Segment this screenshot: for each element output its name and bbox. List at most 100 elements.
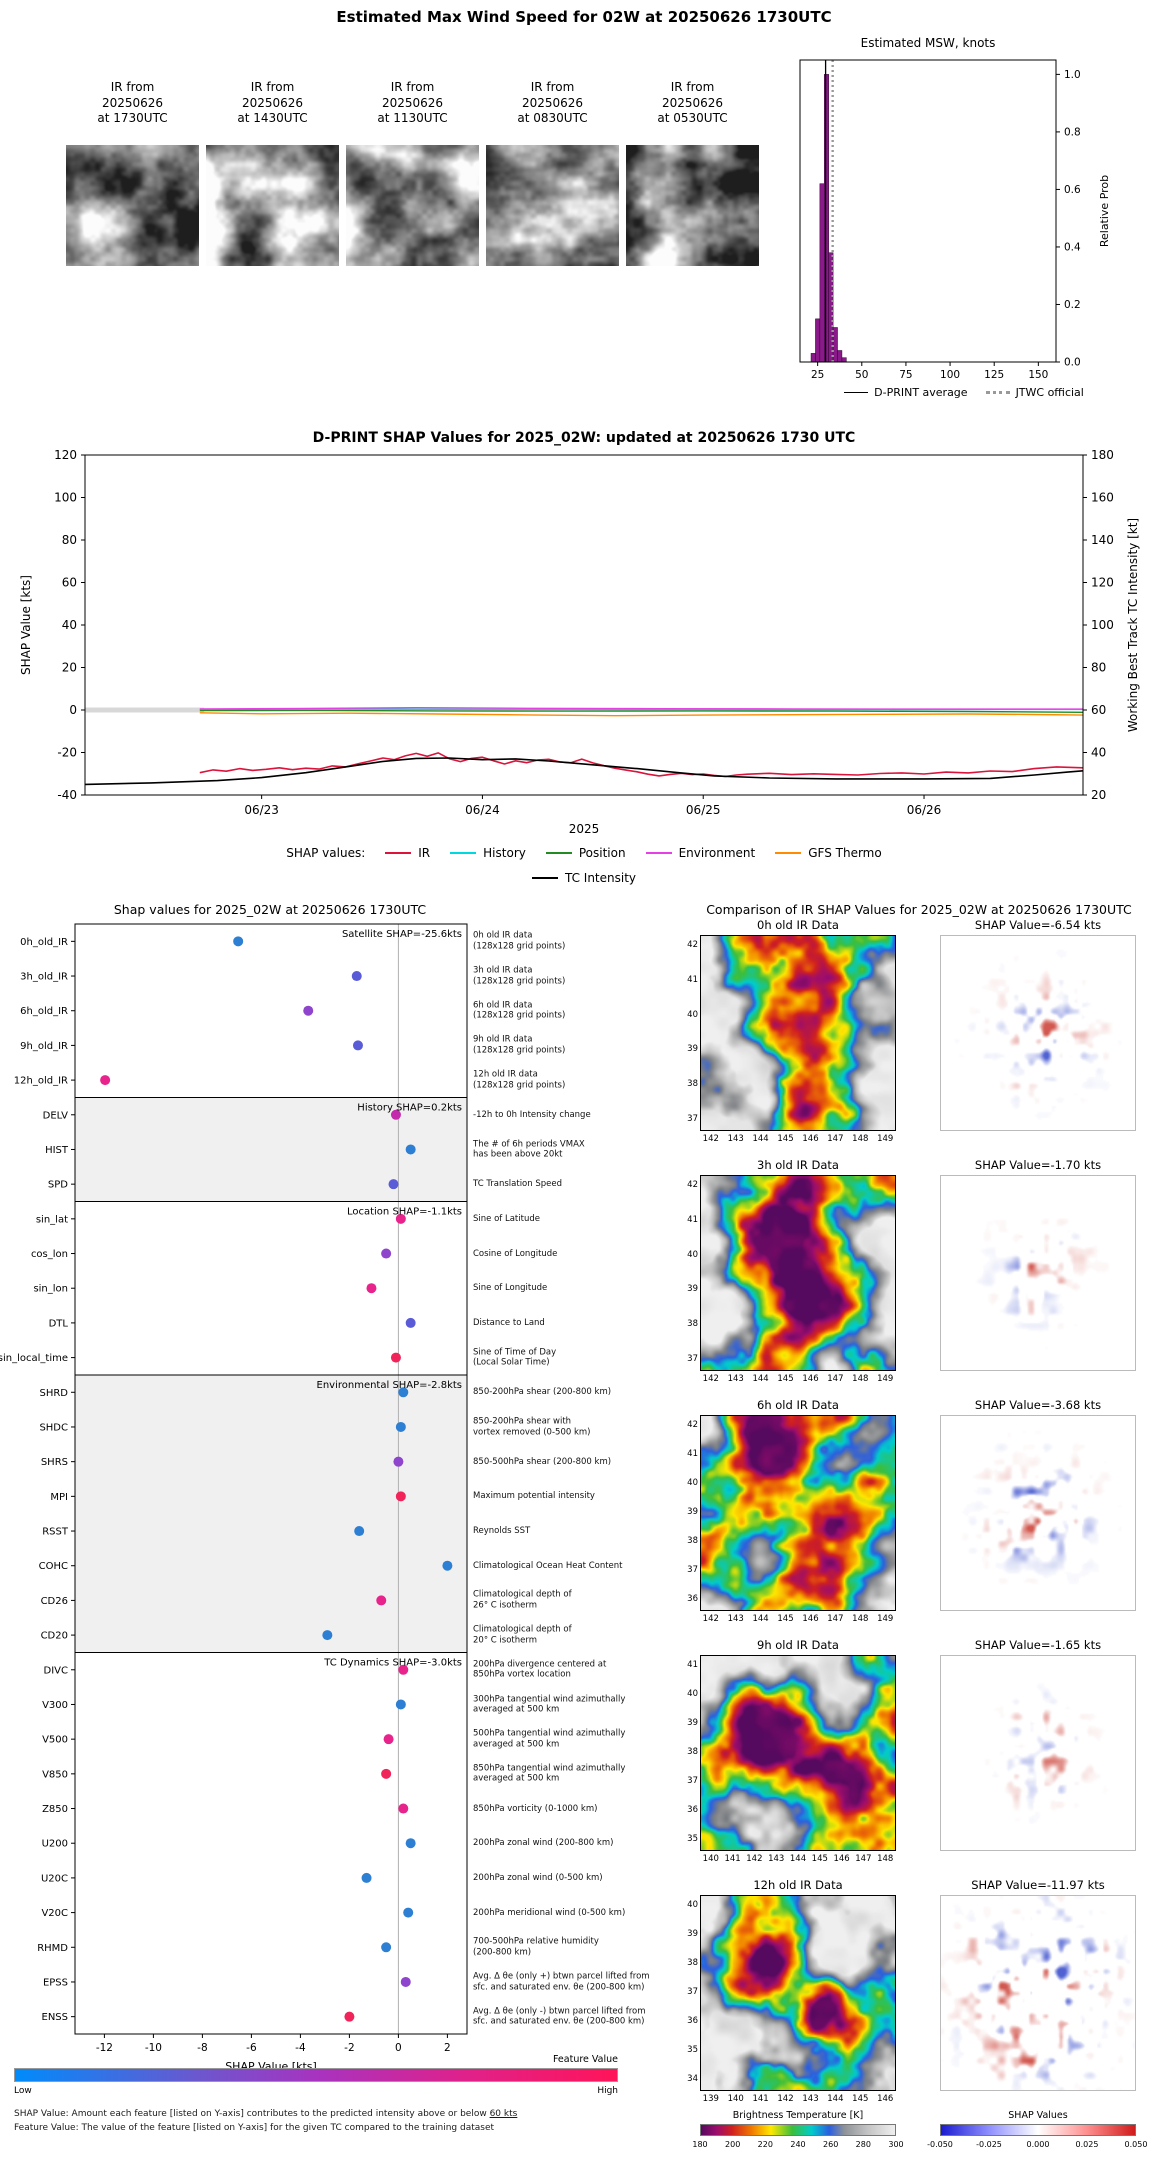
feature-name: Z850 bbox=[42, 1804, 68, 1815]
series-environment bbox=[199, 707, 1083, 710]
x-tick-label: 149 bbox=[877, 1374, 894, 1384]
timeseries-title: D-PRINT SHAP Values for 2025_02W: update… bbox=[312, 430, 856, 446]
ir-thumbnail-label: IR from 20250626 at 0830UTC bbox=[486, 80, 619, 127]
group-shading bbox=[75, 1097, 467, 1202]
x-tick-label: 142 bbox=[702, 1374, 719, 1384]
feature-name: DELV bbox=[43, 1110, 68, 1121]
dprint-line-swatch bbox=[844, 392, 869, 393]
legend-label: Position bbox=[578, 846, 626, 860]
feature-name: 6h_old_IR bbox=[20, 1006, 68, 1017]
x-tick-label: 147 bbox=[855, 1854, 872, 1864]
y-tick-label-right: 60 bbox=[1091, 703, 1106, 717]
y-tick-label: 0.8 bbox=[1064, 126, 1081, 138]
y-tick-label-right: 40 bbox=[1091, 746, 1106, 760]
y-tick-label-left: 120 bbox=[54, 448, 77, 462]
ir-thumbnail-label: IR from 20250626 at 1730UTC bbox=[66, 80, 199, 127]
ir-thumbnail-label-line: IR from bbox=[110, 80, 155, 94]
group-header: Satellite SHAP=-25.6kts bbox=[342, 929, 462, 940]
shap-dot bbox=[393, 1456, 404, 1467]
y-tick-label-left: 100 bbox=[54, 491, 77, 505]
x-tick-label: 143 bbox=[802, 2094, 819, 2104]
shap-colorbar bbox=[940, 2124, 1136, 2136]
ir-thumbnail-label-line: 20250626 bbox=[661, 95, 724, 110]
y-axis-label-right: Working Best Track TC Intensity [kt] bbox=[1126, 518, 1140, 732]
shap-value-map bbox=[940, 1655, 1136, 1851]
y-tick-label: 37 bbox=[687, 1354, 698, 1365]
y-tick-label-right: 80 bbox=[1091, 661, 1106, 675]
shap-dot bbox=[405, 1144, 416, 1155]
x-tick-label: 147 bbox=[827, 1134, 844, 1144]
x-tick-label: 75 bbox=[899, 369, 912, 381]
feature-name: V20C bbox=[41, 1908, 68, 1919]
history-line-swatch bbox=[450, 852, 477, 854]
shap-value-map bbox=[940, 1415, 1136, 1611]
x-tick-label: -4 bbox=[295, 2042, 306, 2054]
shap-dot bbox=[395, 1421, 406, 1432]
shap-map-title: SHAP Value=-11.97 kts bbox=[971, 1878, 1105, 1892]
y-tick-label-right: 140 bbox=[1091, 533, 1114, 547]
feature-name: 0h_old_IR bbox=[20, 937, 68, 948]
y-tick-label: 37 bbox=[687, 1114, 698, 1125]
x-tick-label: 142 bbox=[702, 1134, 719, 1144]
feature-name: RSST bbox=[42, 1527, 69, 1538]
legend-item: IR bbox=[385, 846, 430, 860]
x-tick-label: 149 bbox=[877, 1614, 894, 1624]
group-header: Environmental SHAP=-2.8kts bbox=[317, 1380, 463, 1391]
shap-dot bbox=[388, 1179, 399, 1190]
x-tick-label: 147 bbox=[827, 1374, 844, 1384]
x-tick-label: 143 bbox=[768, 1854, 785, 1864]
shap-dot bbox=[100, 1075, 111, 1086]
x-tick-label: 149 bbox=[877, 1134, 894, 1144]
shap-dot bbox=[395, 1699, 406, 1710]
ir-thumbnail: IR from 20250626 at 0830UTC bbox=[486, 80, 619, 266]
x-tick-label: 147 bbox=[827, 1614, 844, 1624]
y-tick-label: 0.4 bbox=[1064, 241, 1081, 253]
x-tick-label: -10 bbox=[145, 2042, 162, 2054]
msw-histogram: 25 50 75 100 125 150 0.0 0.2 0.4 0.6 0.8 1.0 Relativ… bbox=[799, 59, 1111, 381]
ir-satellite-image bbox=[626, 144, 759, 266]
ir-satellite-image bbox=[66, 144, 199, 266]
group-header: TC Dynamics SHAP=-3.0kts bbox=[323, 1657, 462, 1668]
x-tick-label: 146 bbox=[802, 1134, 819, 1144]
shap-dot bbox=[303, 1005, 314, 1016]
comparison-colorbars: Brightness Temperature [K] 180 200 220 240 26… bbox=[670, 896, 1168, 2158]
legend-item: Environment bbox=[645, 846, 755, 860]
shap-timeseries-plot: -40 -20 0 20 40 60 80 100 120 20 40 60 80 100 120 140 16… bbox=[19, 448, 1140, 836]
feature-name: sin_local_time bbox=[0, 1353, 68, 1364]
x-tick-label: 148 bbox=[852, 1614, 869, 1624]
footnote-underlined: 60 kts bbox=[489, 2109, 518, 2119]
shap-colorbar-tick: -0.050 bbox=[927, 2140, 953, 2149]
y-tick-label: 0.0 bbox=[1064, 357, 1081, 369]
ir-data-map bbox=[700, 1175, 896, 1371]
feature-name: U200 bbox=[42, 1839, 68, 1850]
x-tick-label: 0 bbox=[395, 2042, 402, 2054]
feature-name: DTL bbox=[49, 1318, 69, 1329]
histogram-bar bbox=[819, 183, 825, 363]
y-tick-label: 38 bbox=[687, 1747, 698, 1757]
x-tick-label: 142 bbox=[746, 1854, 763, 1864]
ir-thumbnail-label-line: 20250626 bbox=[521, 95, 584, 110]
x-tick-label: 140 bbox=[727, 2094, 744, 2104]
shap-dot bbox=[351, 971, 362, 982]
legend-item: GFS Thermo bbox=[775, 846, 882, 860]
legend-prefix: SHAP values: bbox=[286, 846, 366, 860]
x-tick-label: 143 bbox=[727, 1134, 744, 1144]
y-tick-label-right: 100 bbox=[1091, 618, 1114, 632]
shap-value-map bbox=[940, 1895, 1136, 2091]
x-tick-label: 143 bbox=[727, 1614, 744, 1624]
shap-dot bbox=[381, 1768, 392, 1779]
y-tick-label: 38 bbox=[687, 1079, 698, 1090]
shap-dot bbox=[383, 1734, 394, 1745]
histogram-bar bbox=[815, 318, 821, 363]
y-tick-label-left: 80 bbox=[62, 533, 77, 547]
series-tc-intensity bbox=[84, 757, 1084, 786]
shap-map-title: SHAP Value=-1.70 kts bbox=[974, 1158, 1102, 1172]
shap-dot bbox=[352, 1040, 363, 1051]
y-tick-label: 38 bbox=[687, 1957, 698, 1968]
y-tick-label: 39 bbox=[687, 1928, 698, 1939]
ir-thumbnail-label: IR from 20250626 at 1130UTC bbox=[346, 80, 479, 127]
ir-data-map bbox=[700, 1655, 896, 1851]
panel-estimated-msw: Estimated Max Wind Speed for 02W at 2025… bbox=[0, 0, 1168, 430]
feature-name: V300 bbox=[42, 1700, 68, 1711]
feature-name: SPD bbox=[48, 1180, 68, 1191]
